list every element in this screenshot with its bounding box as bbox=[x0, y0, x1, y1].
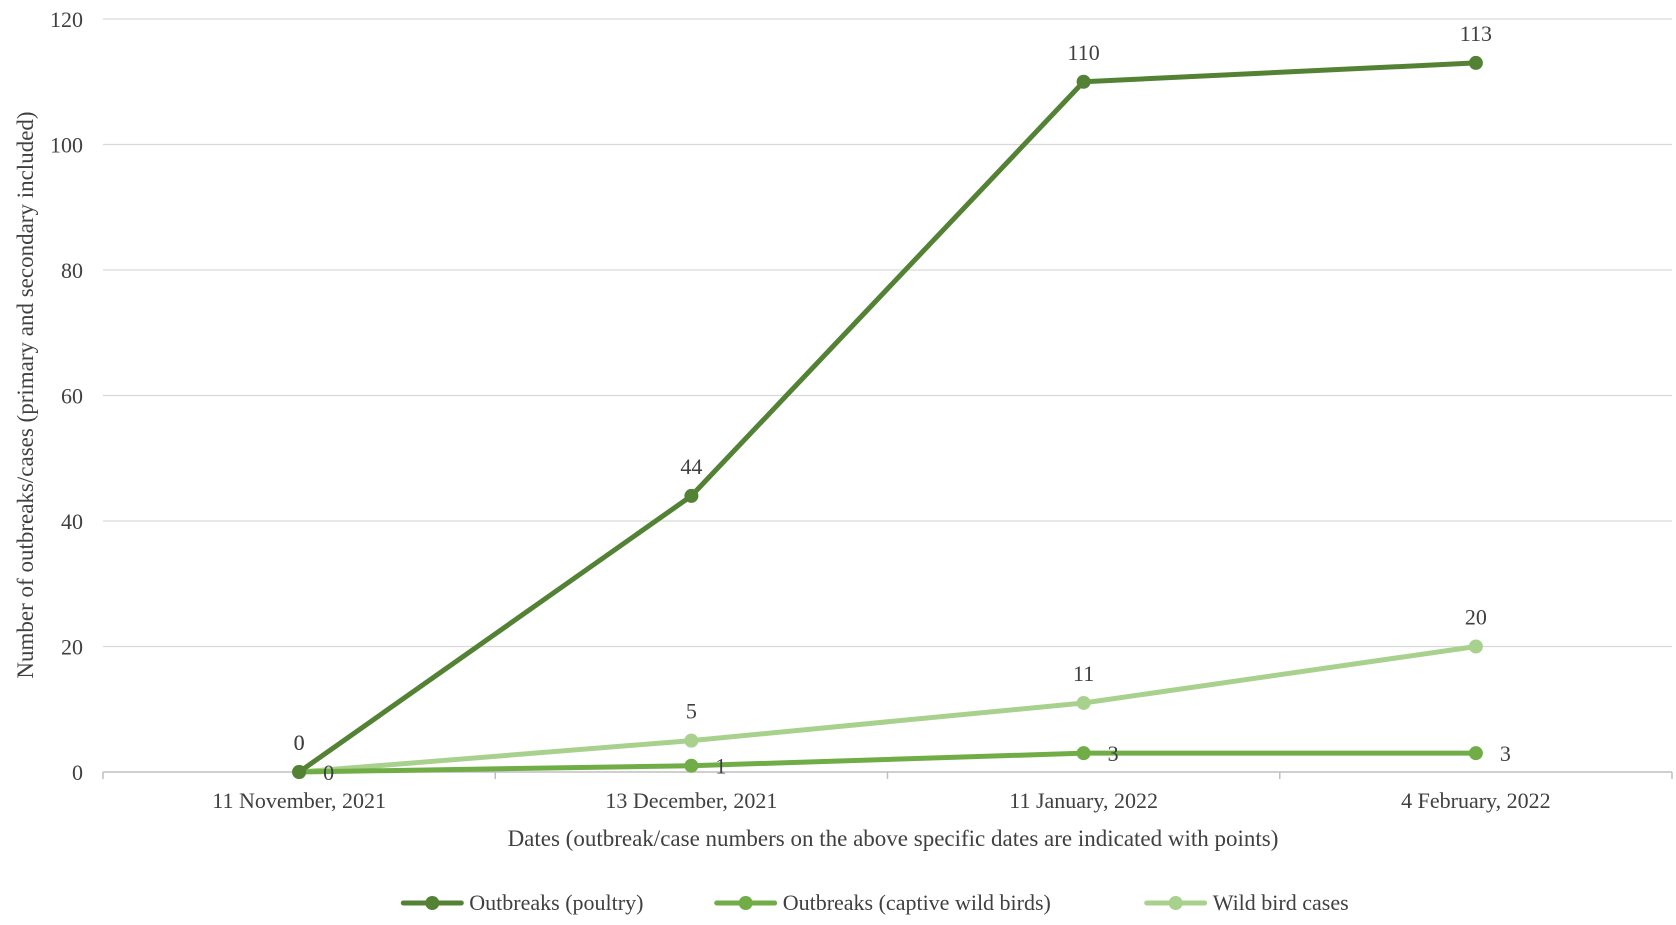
y-tick-label: 80 bbox=[61, 258, 83, 283]
data-label: 20 bbox=[1465, 605, 1487, 630]
data-label: 0 bbox=[294, 730, 305, 755]
legend-label: Wild bird cases bbox=[1213, 890, 1349, 915]
data-label: 5 bbox=[686, 699, 697, 724]
data-point bbox=[684, 488, 699, 503]
series-line bbox=[296, 750, 1479, 775]
legend-item: Wild bird cases bbox=[1144, 890, 1349, 915]
data-point bbox=[684, 733, 699, 748]
y-tick-label: 100 bbox=[50, 133, 83, 158]
legend-item: Outbreaks (poultry) bbox=[400, 890, 643, 915]
y-tick-label: 120 bbox=[50, 7, 83, 32]
x-tick-label: 4 February, 2022 bbox=[1401, 788, 1551, 813]
data-label: 1 bbox=[715, 754, 726, 779]
data-point bbox=[1468, 639, 1483, 654]
legend: Outbreaks (poultry) Outbreaks (captive wi… bbox=[400, 890, 1349, 915]
data-label: 110 bbox=[1068, 40, 1100, 65]
series-line bbox=[296, 644, 1479, 775]
gridlines bbox=[103, 18, 1672, 648]
y-axis-title: Number of outbreaks/cases (primary and s… bbox=[13, 111, 38, 678]
legend-swatch-marker bbox=[1168, 896, 1183, 910]
series-lines bbox=[292, 55, 1483, 779]
data-label: 11 bbox=[1073, 661, 1094, 686]
data-point bbox=[1076, 695, 1091, 710]
series-line bbox=[296, 60, 1479, 775]
x-tick-label: 11 November, 2021 bbox=[212, 788, 386, 813]
legend-swatch-marker bbox=[738, 896, 753, 910]
data-point bbox=[684, 758, 699, 773]
data-label: 44 bbox=[680, 454, 702, 479]
data-point bbox=[1076, 74, 1091, 89]
data-point bbox=[1468, 746, 1483, 761]
data-point bbox=[292, 765, 307, 779]
y-tick-label: 20 bbox=[61, 635, 83, 660]
legend-label: Outbreaks (poultry) bbox=[469, 890, 643, 915]
y-tick-label: 0 bbox=[72, 760, 83, 785]
legend-item: Outbreaks (captive wild birds) bbox=[714, 890, 1051, 915]
x-tick-label: 13 December, 2021 bbox=[605, 788, 777, 813]
data-point bbox=[1076, 746, 1091, 761]
data-label: 3 bbox=[1500, 741, 1511, 766]
data-point bbox=[1468, 55, 1483, 70]
y-tick-label: 60 bbox=[61, 384, 83, 409]
data-label: 0 bbox=[323, 760, 334, 785]
data-label: 113 bbox=[1460, 21, 1492, 46]
data-label: 3 bbox=[1108, 741, 1119, 766]
legend-swatch-marker bbox=[425, 896, 440, 910]
x-axis-title: Dates (outbreak/case numbers on the abov… bbox=[508, 826, 1279, 851]
y-tick-label: 40 bbox=[61, 509, 83, 534]
legend-label: Outbreaks (captive wild birds) bbox=[783, 890, 1051, 915]
x-tick-label: 11 January, 2022 bbox=[1009, 788, 1158, 813]
data-label: 0 bbox=[294, 730, 305, 755]
